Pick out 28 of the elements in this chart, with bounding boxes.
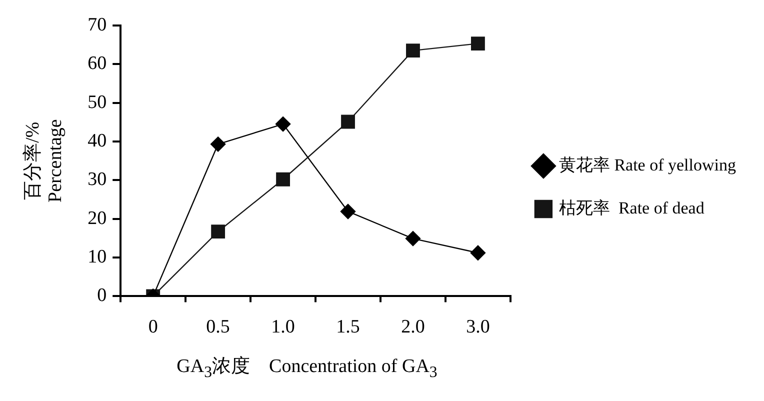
y-tick-label: 40 [88,130,107,152]
point [276,172,290,186]
point [406,44,420,58]
legend-label: 黄花率 Rate of yellowing [558,155,736,174]
y-tick-label: 70 [88,14,107,36]
y-tick-label: 30 [88,169,107,190]
point [405,230,421,246]
y-tick-label: 60 [88,53,107,74]
point [275,116,291,132]
y-axis-title: 百分率/% Percentage [21,119,66,202]
x-axis-title: GA$_{3}$浓度 Concentration of GA$_{3}$ [176,355,438,382]
y-tick-label: 20 [88,208,107,229]
legend-label: 枯死率 Rate of dead [558,198,705,218]
y-tick-label: 50 [88,92,107,113]
x-tick-label: 0 [148,316,158,338]
x-tick-label: 1.5 [336,316,360,338]
x-tick-label: 2.0 [401,316,425,338]
y-tick-label: 0 [97,285,107,306]
point [470,245,486,260]
point [211,224,226,239]
y-tick-label: 10 [88,246,107,268]
point [340,204,356,220]
x-tick-label: 0.5 [206,316,230,338]
x-tick-label: 3.0 [466,316,490,338]
point [470,36,485,51]
point [341,114,355,129]
x-tick-label: 1.0 [271,316,295,338]
point [210,136,226,152]
